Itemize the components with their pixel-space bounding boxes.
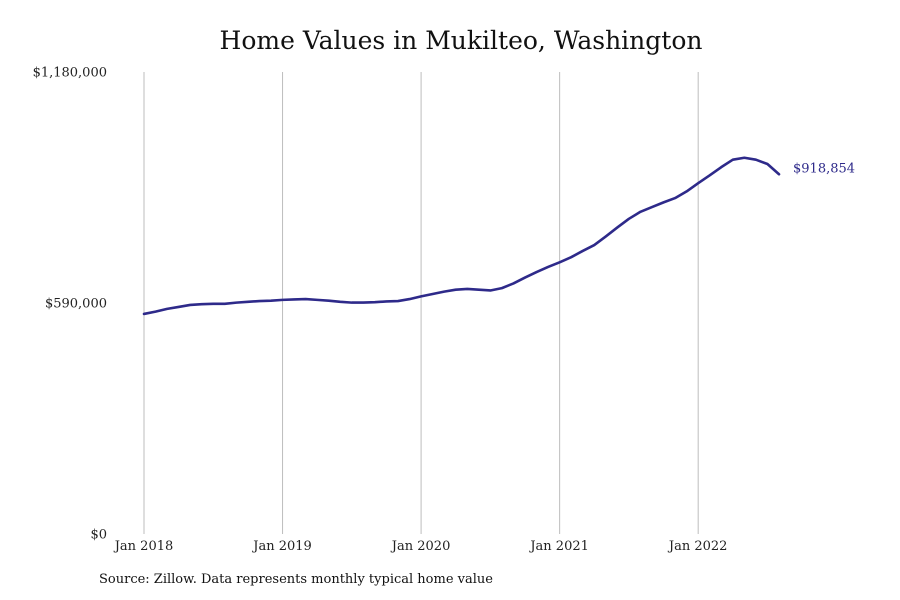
x-tick-label: Jan 2022 (667, 539, 728, 554)
series-end-label: $918,854 (793, 162, 855, 177)
x-tick-label: Jan 2021 (528, 539, 589, 554)
y-axis-tick-labels: $0 $590,000 $1,180,000 (33, 66, 107, 543)
source-note: Source: Zillow. Data represents monthly … (99, 572, 493, 587)
series-line-0 (142, 156, 781, 316)
x-tick-label: Jan 2020 (390, 539, 451, 554)
series-layer: $918,854 (142, 156, 855, 316)
x-tick-label: Jan 2018 (113, 539, 174, 554)
x-axis-tick-labels: Jan 2018 Jan 2019 Jan 2020 Jan 2021 Jan 2022 (113, 539, 728, 554)
x-tick-label: Jan 2019 (251, 539, 312, 554)
vertical-gridlines (143, 72, 699, 534)
y-tick-label: $0 (90, 528, 107, 543)
y-tick-label: $1,180,000 (33, 66, 107, 81)
y-tick-label: $590,000 (45, 297, 107, 312)
chart-title: Home Values in Mukilteo, Washington (219, 26, 703, 55)
